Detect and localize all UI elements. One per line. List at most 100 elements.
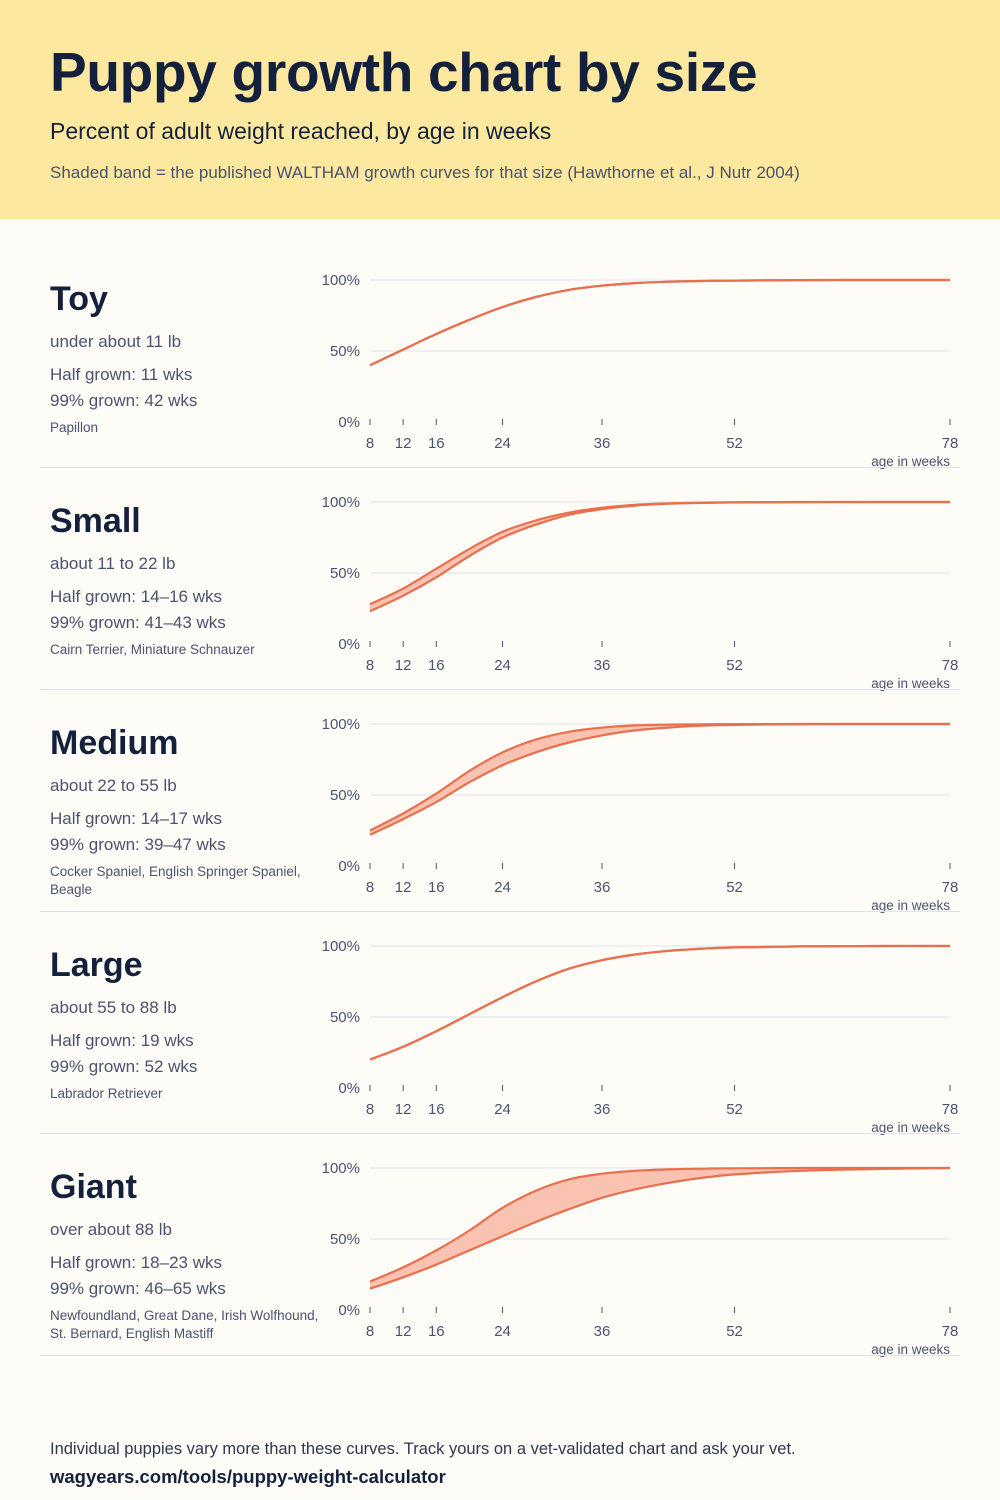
growth-chart-medium: 0% 50% 100% 8 12 16 24 36 52 78 age in weeks — [322, 716, 959, 913]
size-panel-medium: Medium about 22 to 55 lb Half grown: 14–… — [0, 690, 1000, 913]
x-tick-label: 52 — [726, 435, 743, 452]
x-tick-label: 78 — [942, 1101, 959, 1118]
x-tick-label: 12 — [395, 1101, 412, 1118]
x-tick-label: 36 — [594, 1323, 611, 1340]
header-banner: Puppy growth chart by size Percent of ad… — [0, 0, 1000, 219]
size-name: Toy — [50, 280, 108, 318]
y-tick-label: 100% — [322, 716, 360, 733]
growth-band — [370, 945, 950, 1060]
upper-growth-curve — [369, 278, 950, 367]
size-panel-toy: Toy under about 11 lb Half grown: 11 wks… — [0, 246, 1000, 469]
example-breeds: Papillon — [50, 420, 99, 435]
lower-growth-curve — [369, 278, 950, 367]
x-tick-label: 52 — [726, 1323, 743, 1340]
ninety-nine-grown-stat: 99% grown: 52 wks — [50, 1057, 198, 1076]
growth-band — [370, 280, 950, 366]
y-tick-label: 50% — [330, 1231, 360, 1248]
y-tick-label: 50% — [330, 343, 360, 360]
half-grown-stat: Half grown: 11 wks — [50, 365, 193, 384]
ninety-nine-grown-stat: 99% grown: 42 wks — [50, 391, 198, 410]
size-name: Small — [50, 502, 141, 540]
x-tick-label: 8 — [366, 1101, 374, 1118]
half-grown-stat: Half grown: 14–17 wks — [50, 809, 222, 828]
size-panel-small: Small about 11 to 22 lb Half grown: 14–1… — [0, 468, 1000, 691]
y-tick-label: 50% — [330, 787, 360, 804]
x-tick-label: 8 — [366, 879, 374, 896]
x-tick-label: 36 — [594, 657, 611, 674]
x-tick-label: 12 — [395, 879, 412, 896]
x-tick-label: 8 — [366, 1323, 374, 1340]
x-tick-label: 8 — [366, 657, 374, 674]
x-tick-label: 16 — [428, 435, 445, 452]
size-weight-range: about 55 to 88 lb — [50, 998, 177, 1017]
half-grown-stat: Half grown: 19 wks — [50, 1031, 194, 1050]
x-tick-label: 24 — [494, 435, 511, 452]
growth-band — [370, 724, 950, 835]
x-axis-title: age in weeks — [871, 454, 950, 469]
x-axis-title: age in weeks — [871, 1120, 950, 1135]
x-tick-label: 24 — [494, 1101, 511, 1118]
upper-growth-curve — [369, 722, 950, 832]
size-weight-range: under about 11 lb — [50, 332, 182, 351]
example-breeds: Cocker Spaniel, English Springer Spaniel… — [50, 864, 301, 897]
x-tick-label: 12 — [395, 657, 412, 674]
size-name: Large — [50, 946, 143, 984]
panel-divider — [40, 911, 960, 912]
calculator-link[interactable]: wagyears.com/tools/puppy-weight-calculat… — [50, 1466, 446, 1487]
size-name: Medium — [50, 724, 179, 762]
half-grown-stat: Half grown: 14–16 wks — [50, 587, 222, 606]
x-axis-title: age in weeks — [871, 1342, 950, 1357]
upper-growth-curve — [369, 944, 951, 1061]
size-weight-range: about 11 to 22 lb — [50, 554, 176, 573]
x-tick-label: 52 — [726, 1101, 743, 1118]
panel-divider — [40, 689, 960, 690]
x-tick-label: 78 — [942, 879, 959, 896]
ninety-nine-grown-stat: 99% grown: 41–43 wks — [50, 613, 226, 632]
growth-band — [370, 1168, 950, 1289]
page-subtitle: Percent of adult weight reached, by age … — [50, 118, 552, 144]
half-grown-stat: Half grown: 18–23 wks — [50, 1253, 222, 1272]
example-breeds: Newfoundland, Great Dane, Irish Wolfhoun… — [50, 1308, 319, 1341]
x-axis-title: age in weeks — [871, 898, 950, 913]
footer-disclaimer: Individual puppies vary more than these … — [50, 1440, 796, 1458]
upper-growth-curve — [369, 500, 950, 606]
panel-divider — [40, 1355, 960, 1356]
growth-band — [370, 502, 950, 612]
panel-divider — [40, 1133, 960, 1134]
y-tick-label: 50% — [330, 1009, 360, 1026]
size-name: Giant — [50, 1168, 137, 1206]
example-breeds: Cairn Terrier, Miniature Schnauzer — [50, 642, 255, 657]
x-tick-label: 24 — [494, 1323, 511, 1340]
x-tick-label: 16 — [428, 657, 445, 674]
source-note: Shaded band = the published WALTHAM grow… — [50, 163, 800, 182]
y-tick-label: 0% — [338, 1302, 360, 1319]
y-tick-label: 100% — [322, 272, 360, 289]
upper-growth-curve — [369, 1166, 950, 1283]
x-tick-label: 78 — [942, 657, 959, 674]
panel-divider — [40, 467, 960, 468]
x-tick-label: 12 — [395, 435, 412, 452]
size-panel-large: Large about 55 to 88 lb Half grown: 19 w… — [0, 912, 1000, 1135]
x-tick-label: 24 — [494, 657, 511, 674]
x-tick-label: 16 — [428, 1101, 445, 1118]
lower-growth-curve — [369, 1166, 951, 1290]
page-title: Puppy growth chart by size — [50, 41, 758, 103]
growth-chart-large: 0% 50% 100% 8 12 16 24 36 52 78 age in weeks — [322, 938, 959, 1135]
example-breeds: Labrador Retriever — [50, 1086, 163, 1101]
growth-chart-giant: 0% 50% 100% 8 12 16 24 36 52 78 age in weeks — [322, 1160, 959, 1357]
x-tick-label: 36 — [594, 435, 611, 452]
x-tick-label: 52 — [726, 657, 743, 674]
x-tick-label: 52 — [726, 879, 743, 896]
y-tick-label: 0% — [338, 858, 360, 875]
lower-growth-curve — [369, 944, 951, 1061]
y-tick-label: 0% — [338, 414, 360, 431]
y-tick-label: 0% — [338, 636, 360, 653]
x-tick-label: 8 — [366, 435, 374, 452]
x-tick-label: 36 — [594, 879, 611, 896]
size-weight-range: over about 88 lb — [50, 1220, 172, 1239]
x-tick-label: 78 — [942, 435, 959, 452]
growth-chart-toy: 0% 50% 100% 8 12 16 24 36 52 78 age in weeks — [322, 272, 959, 469]
x-tick-label: 24 — [494, 879, 511, 896]
y-tick-label: 0% — [338, 1080, 360, 1097]
ninety-nine-grown-stat: 99% grown: 46–65 wks — [50, 1279, 226, 1298]
